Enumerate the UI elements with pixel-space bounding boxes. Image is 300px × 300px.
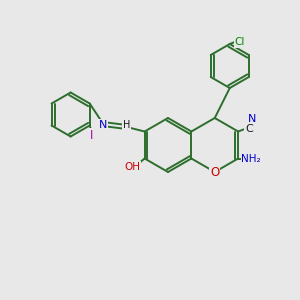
Text: I: I <box>90 129 93 142</box>
Text: Cl: Cl <box>235 37 245 47</box>
Text: NH₂: NH₂ <box>241 154 261 164</box>
Text: N: N <box>248 113 256 124</box>
Text: N: N <box>98 119 107 130</box>
Text: C: C <box>245 124 253 134</box>
Text: H: H <box>123 119 130 130</box>
Text: OH: OH <box>124 161 141 172</box>
Text: O: O <box>210 166 219 178</box>
